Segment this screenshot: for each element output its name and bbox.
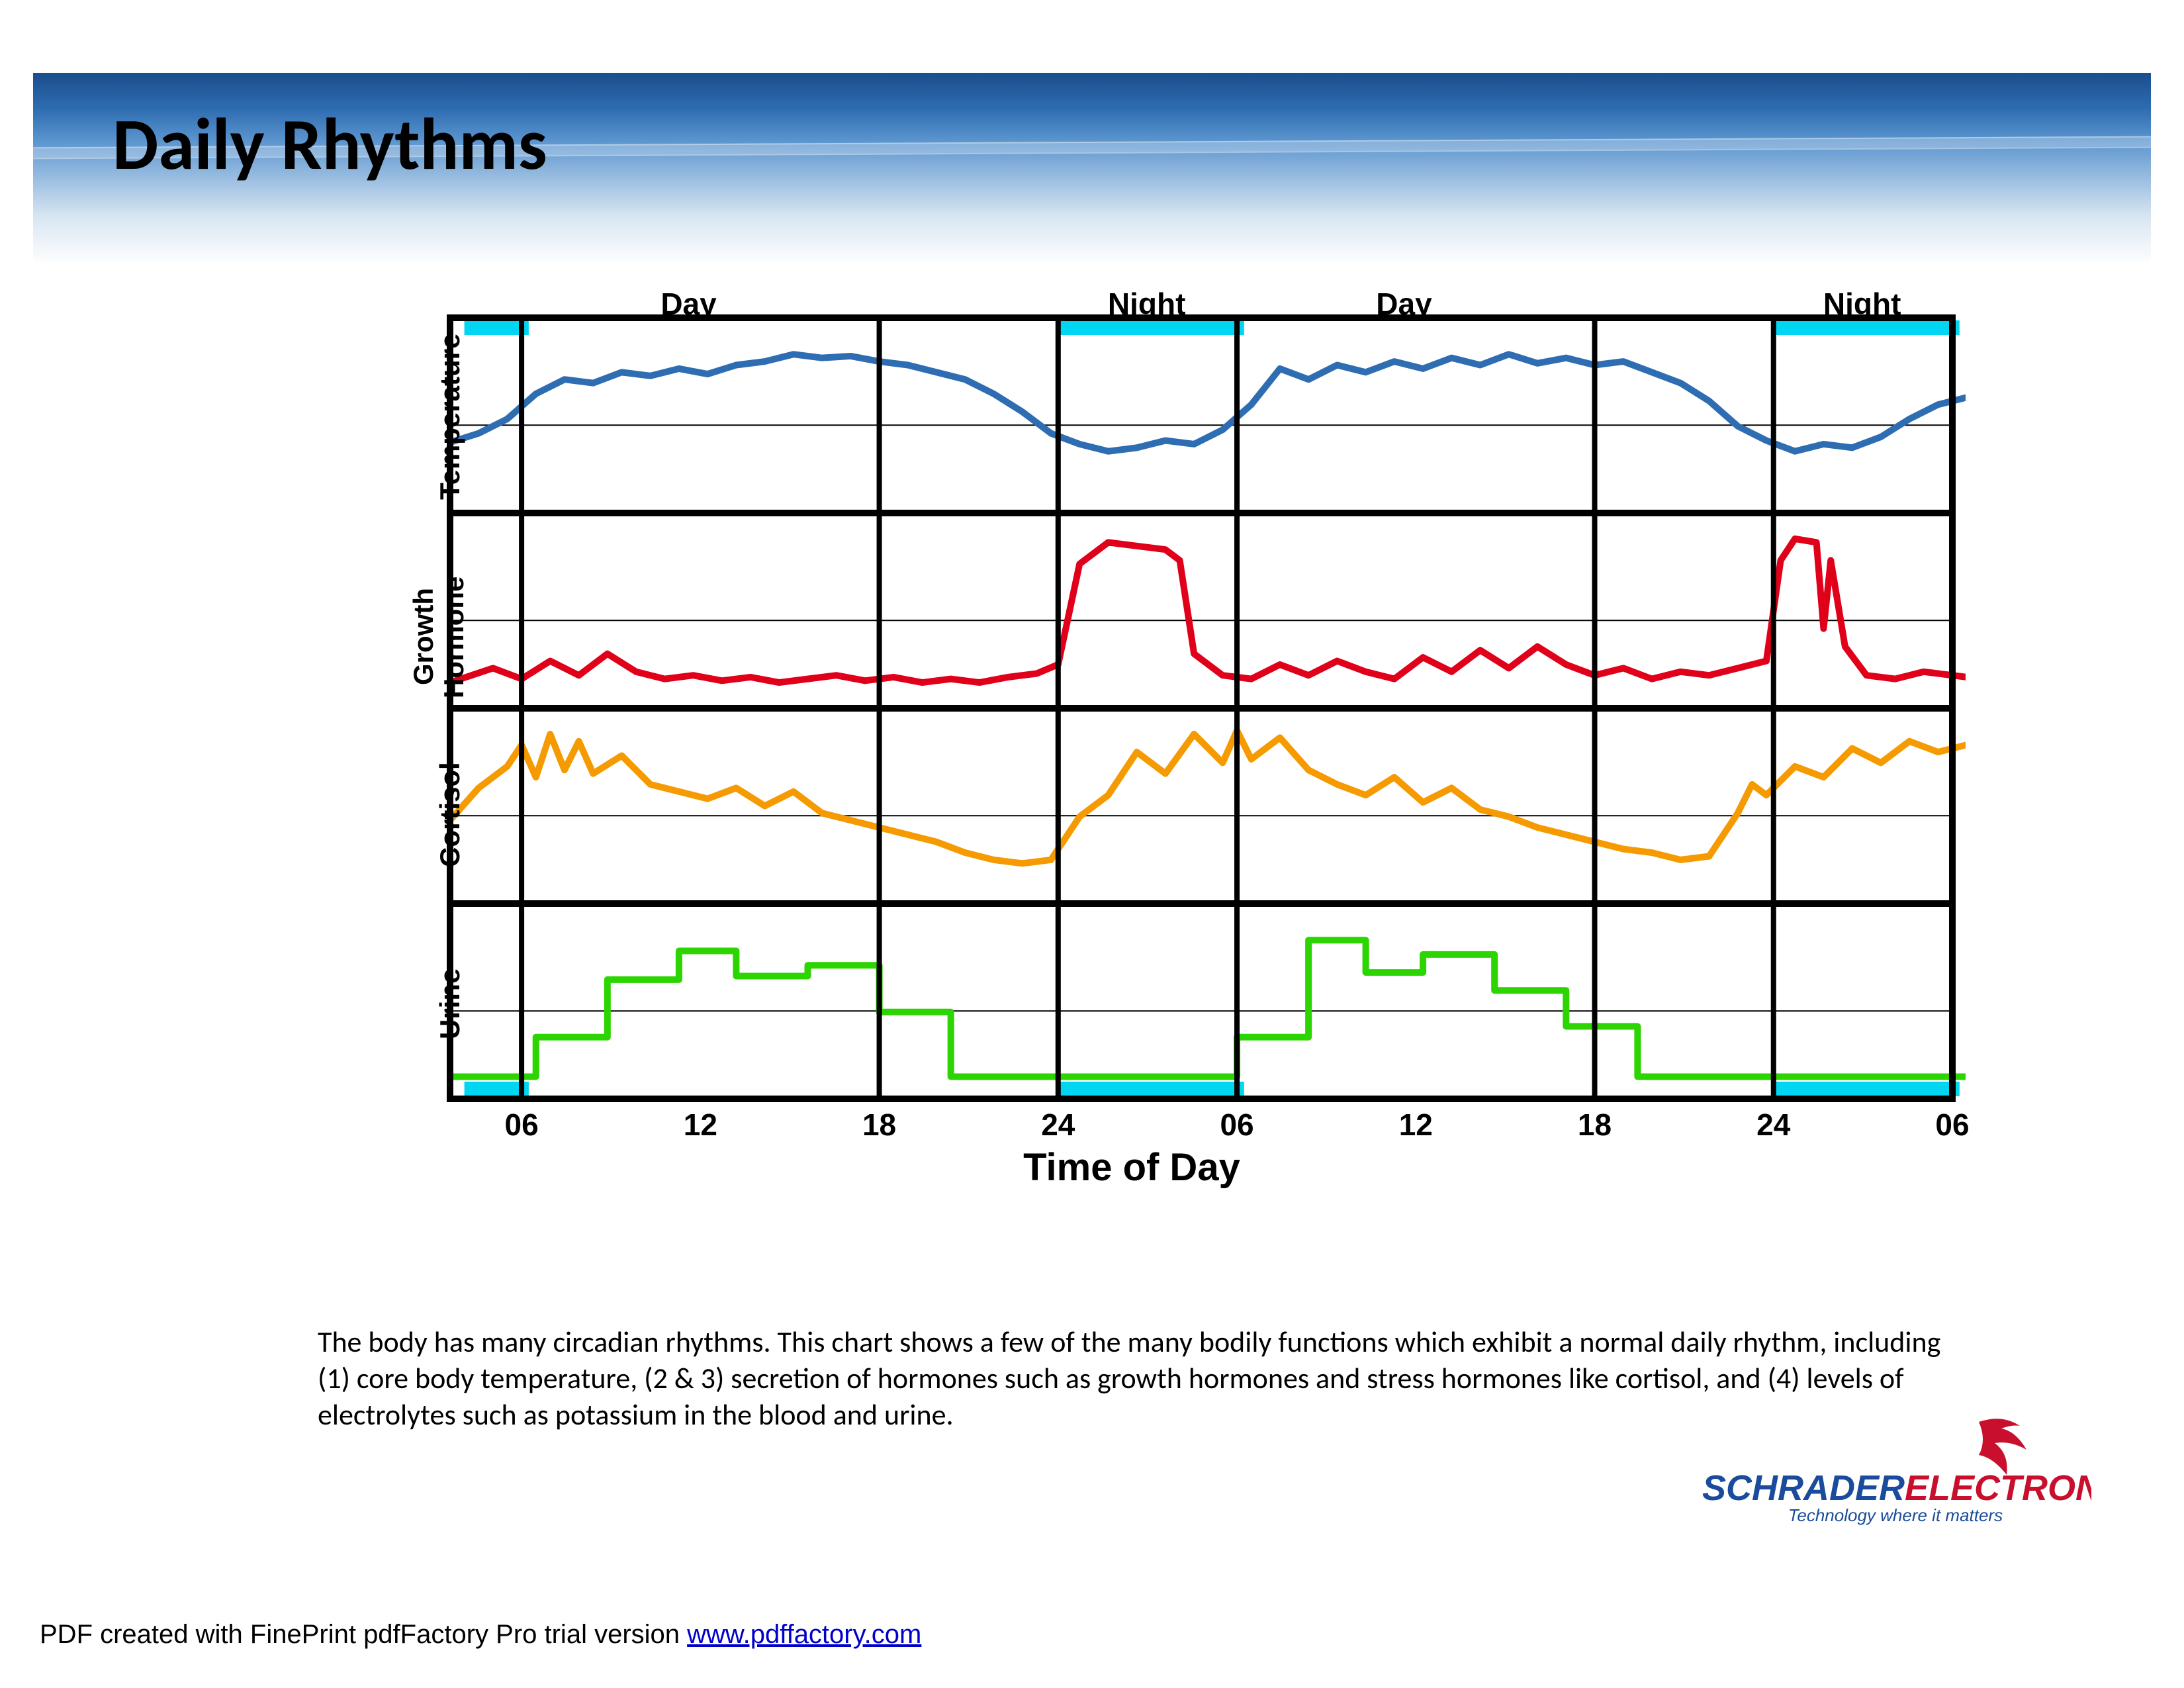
x-tick: 12 xyxy=(684,1107,717,1143)
x-tick: 24 xyxy=(1756,1107,1790,1143)
footer-text: PDF created with FinePrint pdfFactory Pr… xyxy=(40,1620,687,1649)
period-label: Night xyxy=(1823,286,1901,322)
logo-swoosh-icon xyxy=(1979,1419,2026,1475)
logo-word-1: SCHRADER xyxy=(1702,1468,1905,1508)
footer-link[interactable]: www.pdffactory.com xyxy=(687,1620,921,1649)
period-label: Day xyxy=(660,286,716,322)
y-label-growth-hormone-2: Hormone xyxy=(438,577,470,698)
y-label-urine: Urine xyxy=(434,968,466,1039)
logo-text: SCHRADERELECTRONICS xyxy=(1702,1468,2091,1508)
period-label: Day xyxy=(1376,286,1432,322)
x-tick: 18 xyxy=(862,1107,896,1143)
logo-word-2: ELECTRONICS xyxy=(1905,1468,2091,1508)
y-label-cortisol: Cortisol xyxy=(434,762,466,867)
rhythms-chart: DayNightDayNight061218240612182406Time o… xyxy=(298,285,1966,1172)
logo-svg: SCHRADERELECTRONICS Technology where it … xyxy=(1701,1417,2091,1529)
y-label-temperature: Temperature xyxy=(434,333,466,499)
x-tick: 06 xyxy=(1935,1107,1969,1143)
chart-svg xyxy=(298,285,1966,1172)
page: Daily Rhythms Day Night Day Night 06 12 18 24 06… xyxy=(33,33,2151,1655)
cyan-bar-top xyxy=(1774,320,1960,335)
schrader-logo: SCHRADERELECTRONICS Technology where it … xyxy=(1701,1417,2091,1529)
pdf-footer: PDF created with FinePrint pdfFactory Pr… xyxy=(40,1620,921,1650)
logo-tagline: Technology where it matters xyxy=(1788,1505,2003,1525)
x-tick: 06 xyxy=(505,1107,539,1143)
x-tick: 24 xyxy=(1041,1107,1075,1143)
y-label-growth-hormone: Growth xyxy=(408,588,439,685)
x-axis-title: Time of Day xyxy=(298,1145,1966,1190)
page-title: Daily Rhythms xyxy=(113,99,547,189)
cyan-bar-top xyxy=(1058,320,1244,335)
cyan-bar-bottom xyxy=(1058,1082,1244,1096)
period-label: Night xyxy=(1108,286,1186,322)
x-tick: 18 xyxy=(1578,1107,1612,1143)
x-tick: 12 xyxy=(1399,1107,1433,1143)
x-tick: 06 xyxy=(1220,1107,1253,1143)
cyan-bar-bottom xyxy=(1774,1082,1960,1096)
